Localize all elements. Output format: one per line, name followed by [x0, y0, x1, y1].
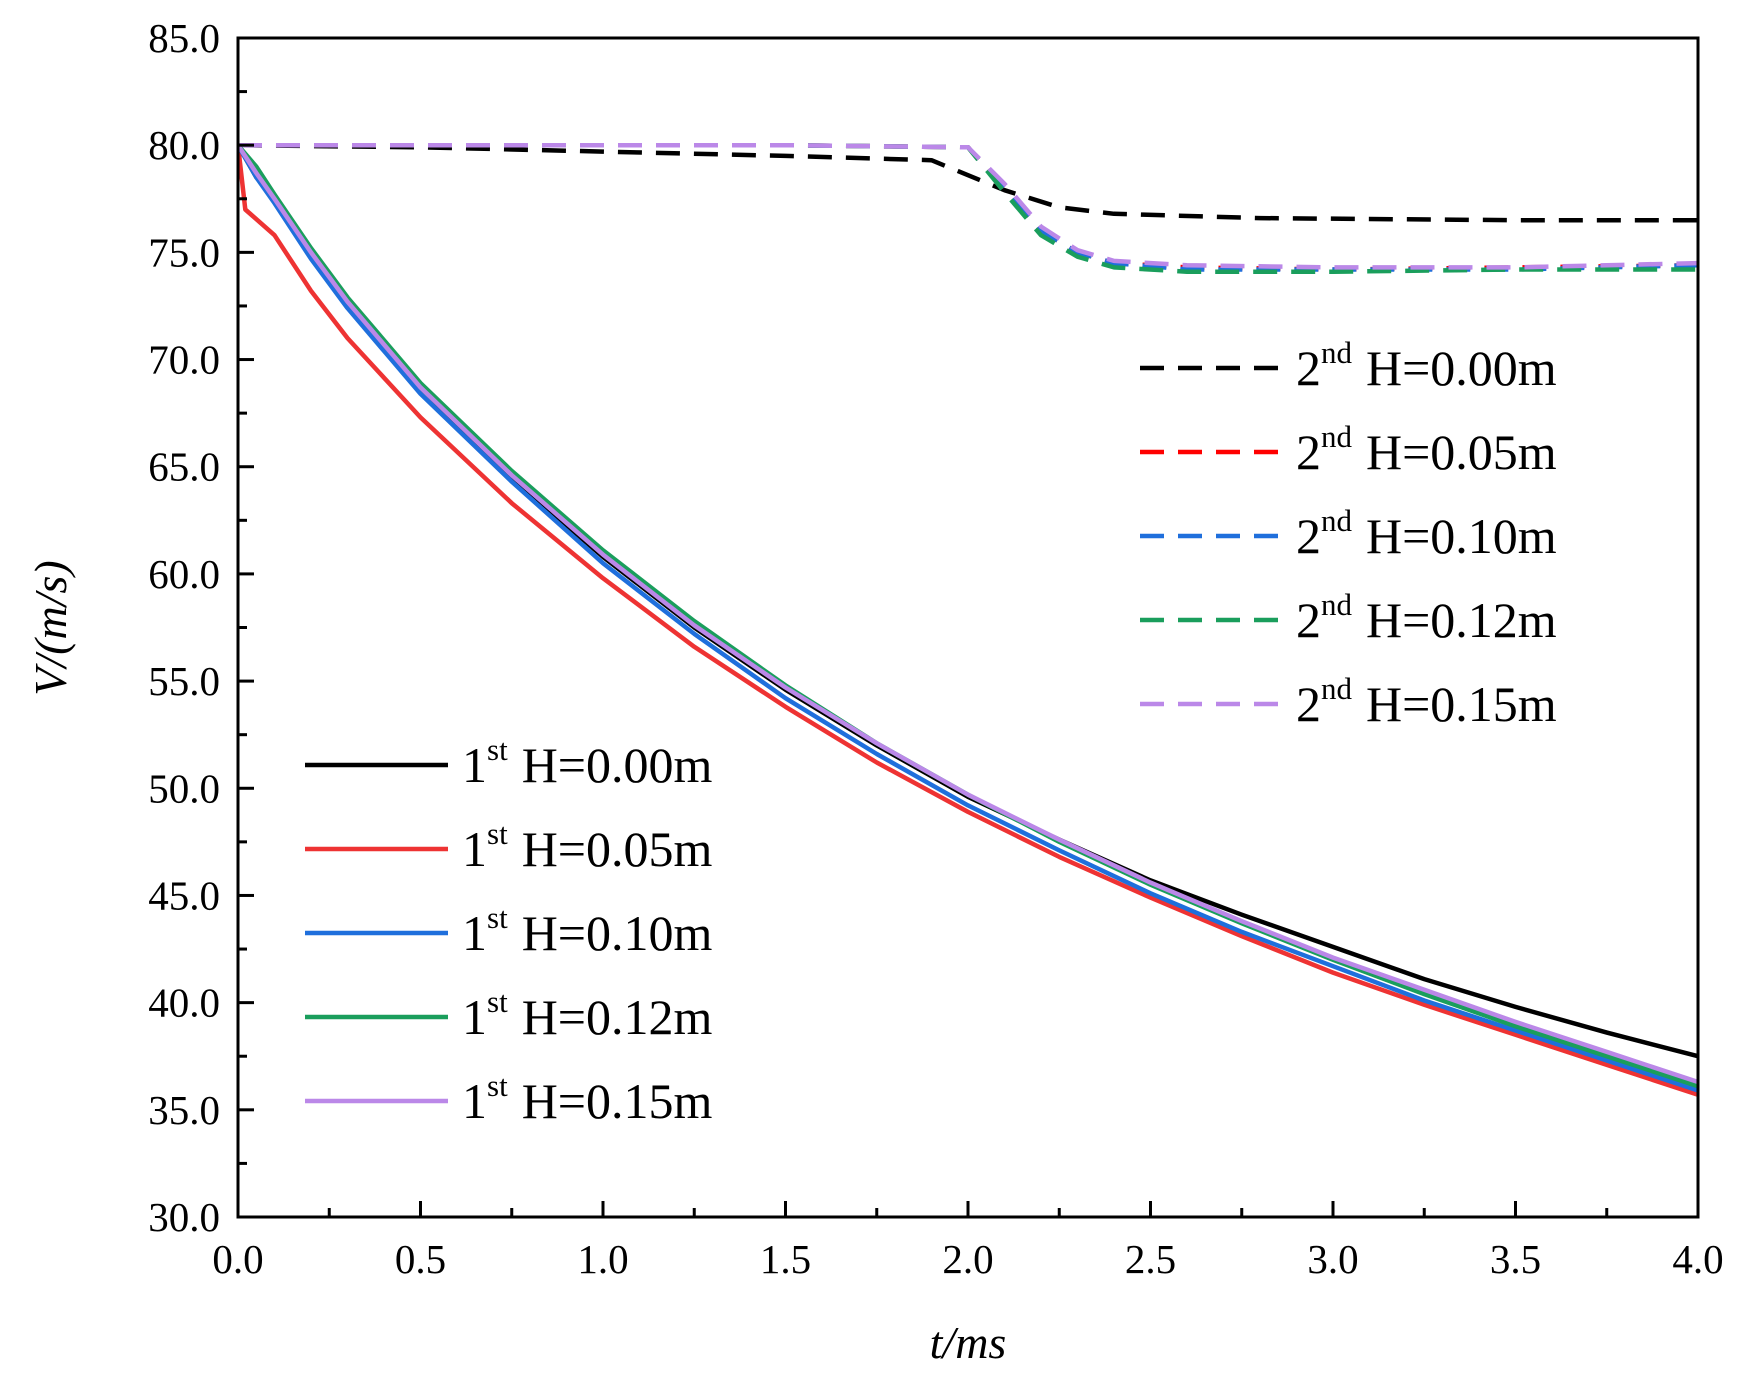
y-tick-label: 75.0: [148, 229, 220, 275]
legend-suffix: nd: [1321, 587, 1353, 622]
y-tick-label: 40.0: [148, 980, 220, 1026]
legend-order: 2: [1296, 676, 1321, 732]
x-tick-label: 4.0: [1672, 1236, 1723, 1282]
y-axis-ticks: 30.0 35.0 40.0 45.0 50.0 55.0 60.0 65.0 70.0 75.0…: [148, 15, 254, 1240]
legend-label: 2nd H=0.15m: [1296, 671, 1557, 732]
legend-order: 2: [1296, 592, 1321, 648]
legend-suffix: st: [487, 816, 508, 851]
legend-name: H=0.12m: [522, 989, 713, 1045]
x-tick-label: 3.5: [1490, 1236, 1541, 1282]
legend-order: 1: [462, 1073, 487, 1129]
legend-label: 2nd H=0.10m: [1296, 503, 1557, 564]
y-tick-label: 70.0: [148, 337, 220, 383]
x-tick-label: 2.0: [942, 1236, 993, 1282]
series-line-2nd-h0.00m: [238, 142, 1698, 223]
legend-label: 1st H=0.00m: [462, 732, 712, 793]
legend-name: H=0.15m: [1366, 676, 1557, 732]
legend-order: 1: [462, 821, 487, 877]
legend-order: 1: [462, 905, 487, 961]
x-tick-label: 0.5: [395, 1236, 446, 1282]
legend-entry: 2nd H=0.00m: [1140, 335, 1557, 396]
legend-order: 2: [1296, 340, 1321, 396]
legend-suffix: st: [487, 984, 508, 1019]
legend-name: H=0.10m: [1366, 508, 1557, 564]
legend-name: H=0.00m: [522, 737, 713, 793]
y-tick-label: 30.0: [148, 1194, 220, 1240]
legend-label: 1st H=0.05m: [462, 816, 712, 877]
x-tick-label: 2.5: [1125, 1236, 1176, 1282]
legend-name: H=0.05m: [522, 821, 713, 877]
y-tick-label: 35.0: [148, 1087, 220, 1133]
legend-suffix: st: [487, 1068, 508, 1103]
legend-entry: 2nd H=0.05m: [1140, 419, 1557, 480]
legend-name: H=0.00m: [1366, 340, 1557, 396]
legend-suffix: st: [487, 900, 508, 935]
series-line-1st-h0.05m: [238, 144, 1698, 1097]
legend-label: 1st H=0.15m: [462, 1068, 712, 1129]
legend-entry: 2nd H=0.12m: [1140, 587, 1557, 648]
legend-suffix: nd: [1321, 335, 1353, 370]
x-tick-label: 0.0: [212, 1236, 263, 1282]
legend-entry: 1st H=0.10m: [305, 900, 712, 961]
legend-entry: 2nd H=0.15m: [1140, 671, 1557, 732]
y-tick-label: 50.0: [148, 765, 220, 811]
legend-order: 2: [1296, 424, 1321, 480]
series-line-1st-h0.10m: [238, 144, 1698, 1093]
legend-entry: 1st H=0.05m: [305, 816, 712, 877]
legend-suffix: nd: [1321, 419, 1353, 454]
legend-order: 1: [462, 737, 487, 793]
legend-suffix: nd: [1321, 503, 1353, 538]
legend-entry: 1st H=0.12m: [305, 984, 712, 1045]
legend-label: 2nd H=0.05m: [1296, 419, 1557, 480]
legend-name: H=0.15m: [522, 1073, 713, 1129]
legend-label: 2nd H=0.12m: [1296, 587, 1557, 648]
series-line-1st-h0.15m: [238, 143, 1698, 1085]
legend-label: 1st H=0.10m: [462, 900, 712, 961]
plot-area: [238, 38, 1698, 1217]
legend-label: 2nd H=0.00m: [1296, 335, 1557, 396]
legend-suffix: st: [487, 732, 508, 767]
series-layer: [238, 142, 1698, 1097]
legend-name: H=0.12m: [1366, 592, 1557, 648]
legend-entry: 1st H=0.00m: [305, 732, 712, 793]
y-tick-label: 85.0: [148, 15, 220, 61]
legend-entry: 2nd H=0.10m: [1140, 503, 1557, 564]
x-tick-label: 3.0: [1307, 1236, 1358, 1282]
y-tick-label: 65.0: [148, 444, 220, 490]
x-axis-ticks: 0.0 0.5 1.0 1.5 2.0 2.5 3.0 3.5 4.0: [212, 1201, 1724, 1282]
y-tick-label: 80.0: [148, 122, 220, 168]
legend-order: 1: [462, 989, 487, 1045]
series-line-2nd-h0.15m: [238, 142, 1698, 270]
x-axis-title: t/ms: [930, 1317, 1007, 1368]
y-axis-title: V/(m/s): [25, 560, 76, 695]
y-tick-label: 55.0: [148, 658, 220, 704]
legend-name: H=0.10m: [522, 905, 713, 961]
y-tick-label: 60.0: [148, 551, 220, 597]
x-tick-label: 1.0: [577, 1236, 628, 1282]
legend-order: 2: [1296, 508, 1321, 564]
legend-label: 1st H=0.12m: [462, 984, 712, 1045]
legend-name: H=0.05m: [1366, 424, 1557, 480]
legend-entry: 1st H=0.15m: [305, 1068, 712, 1129]
legend-suffix: nd: [1321, 671, 1353, 706]
x-tick-label: 1.5: [760, 1236, 811, 1282]
y-tick-label: 45.0: [148, 872, 220, 918]
